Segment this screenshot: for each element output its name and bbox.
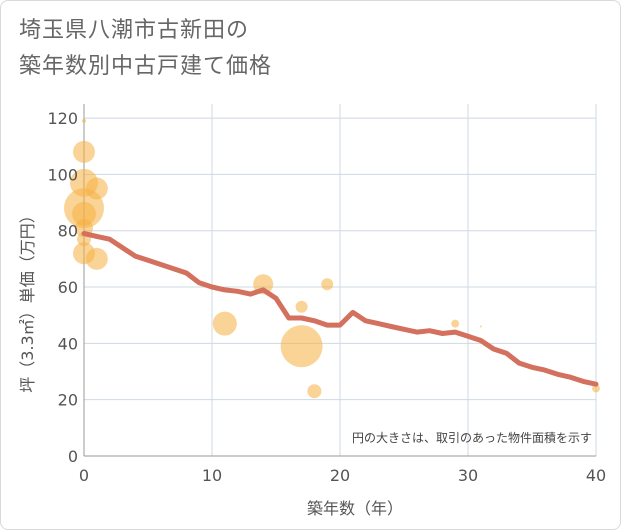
y-tick-label: 120 <box>47 109 78 128</box>
data-bubble <box>307 384 322 399</box>
chart-title-line1: 埼玉県八潮市古新田の <box>19 18 250 43</box>
bubbles-layer <box>64 118 600 399</box>
average-price-line <box>81 231 599 387</box>
x-tick-label: 0 <box>79 466 89 485</box>
chart-title: 埼玉県八潮市古新田の 築年数別中古戸建て価格 <box>19 13 272 85</box>
y-tick-label: 60 <box>58 278 78 297</box>
data-bubble <box>280 325 323 368</box>
data-bubble <box>85 247 108 270</box>
trend-layer <box>81 231 599 387</box>
size-annotation: 円の大きさは、取引のあった物件面積を示す <box>352 430 592 445</box>
x-tick-label: 30 <box>458 466 478 485</box>
data-bubble <box>82 118 86 123</box>
y-tick-label: 80 <box>58 222 78 241</box>
chart-title-line2: 築年数別中古戸建て価格 <box>19 54 273 79</box>
data-bubble <box>85 177 108 200</box>
y-tick-label: 20 <box>58 391 78 410</box>
data-bubble <box>451 319 460 328</box>
data-bubble <box>592 384 600 393</box>
y-tick-label: 100 <box>47 165 78 184</box>
data-bubble <box>479 325 482 328</box>
data-bubble <box>73 140 95 163</box>
data-bubble <box>295 300 308 313</box>
x-tick-label: 40 <box>586 466 606 485</box>
x-axis-label: 築年数（年） <box>307 499 403 518</box>
y-tick-label: 0 <box>68 447 78 466</box>
data-bubble <box>212 311 237 336</box>
tick-labels: 0 20 40 60 80 100 120 0 10 20 30 40 <box>47 109 606 485</box>
data-bubble <box>72 201 96 226</box>
data-bubble <box>321 278 334 291</box>
y-axis-label: 坪（3.3㎡）単価（万円） <box>18 207 37 392</box>
x-tick-label: 10 <box>202 466 222 485</box>
x-tick-label: 20 <box>330 466 350 485</box>
y-tick-label: 40 <box>58 334 78 353</box>
grid-lines <box>83 104 597 457</box>
